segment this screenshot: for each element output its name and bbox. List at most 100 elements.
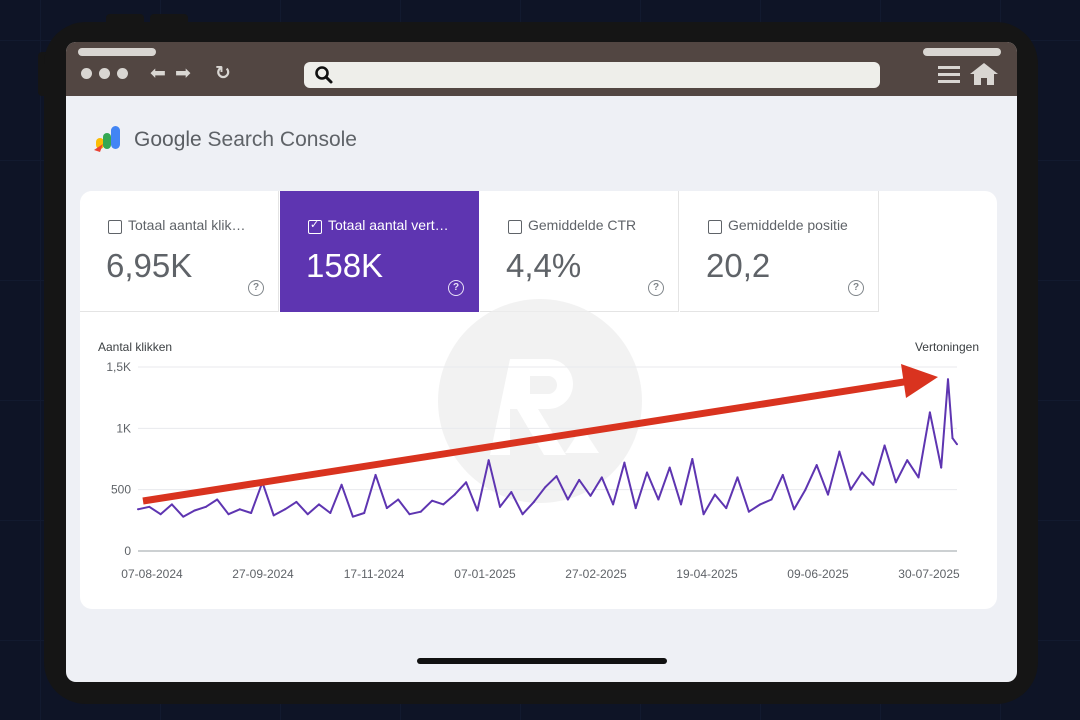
- data-point: [736, 476, 739, 479]
- data-point: [272, 514, 275, 517]
- metric-average-position[interactable]: Gemiddelde positie 20,2 ?: [680, 191, 879, 312]
- data-point: [623, 461, 626, 464]
- metric-value: 20,2: [706, 247, 771, 284]
- x-tick-label: 27-09-2024: [232, 567, 294, 581]
- data-point: [679, 503, 682, 506]
- toolbar-decoration: [78, 48, 156, 56]
- trend-arrow-annotation: [142, 364, 938, 505]
- data-point: [906, 459, 909, 462]
- search-console-logo-icon: [94, 126, 120, 152]
- x-tick-label: 19-04-2025: [676, 567, 738, 581]
- tablet-screen: ⬅ ➡ ↻ Google Search Console Totaal aanta: [66, 42, 1017, 682]
- data-point: [487, 459, 490, 462]
- data-point: [465, 481, 468, 484]
- window-dot-icon: [81, 68, 92, 79]
- metric-label: Totaal aantal klik…: [128, 217, 246, 233]
- data-point: [600, 476, 603, 479]
- data-point: [793, 508, 796, 511]
- search-icon: [315, 66, 333, 84]
- data-point: [363, 511, 366, 514]
- metric-value: 6,95K: [106, 247, 193, 284]
- data-point: [419, 510, 422, 513]
- performance-card: Totaal aantal klik… 6,95K ? ✓ Totaal aan…: [80, 191, 997, 609]
- data-point: [317, 503, 320, 506]
- data-point: [928, 411, 931, 414]
- metric-average-ctr[interactable]: Gemiddelde CTR 4,4% ?: [480, 191, 679, 312]
- data-point: [691, 458, 694, 460]
- data-point: [159, 513, 162, 516]
- data-point: [578, 478, 581, 481]
- data-point: [646, 471, 649, 474]
- data-point: [453, 493, 456, 496]
- metric-label: Totaal aantal vert…: [328, 217, 449, 233]
- home-indicator[interactable]: [417, 658, 667, 664]
- data-point: [284, 508, 287, 511]
- checkbox[interactable]: [508, 220, 522, 234]
- data-point: [193, 509, 196, 512]
- data-point: [306, 513, 309, 516]
- y-tick-label: 0: [124, 544, 131, 558]
- data-point: [137, 508, 139, 511]
- y-tick-label: 500: [111, 483, 131, 497]
- data-point: [521, 513, 524, 516]
- product-name: Google Search Console: [134, 128, 357, 151]
- data-point: [747, 510, 750, 513]
- browser-toolbar: ⬅ ➡ ↻: [66, 42, 1017, 96]
- data-point: [510, 491, 513, 494]
- checkbox[interactable]: [708, 220, 722, 234]
- data-point: [759, 503, 762, 506]
- data-point: [702, 513, 705, 516]
- y-tick-label: 1,5K: [106, 360, 131, 374]
- data-point: [216, 498, 219, 501]
- data-point: [657, 498, 660, 501]
- metric-total-impressions[interactable]: ✓ Totaal aantal vert… 158K ?: [280, 191, 479, 312]
- x-tick-label: 07-01-2025: [454, 567, 516, 581]
- data-point: [781, 473, 784, 476]
- data-point: [250, 511, 253, 514]
- checkbox[interactable]: ✓: [308, 218, 322, 234]
- y-axis-right-title: Vertoningen: [914, 340, 979, 354]
- data-point: [725, 507, 728, 510]
- menu-icon[interactable]: [938, 66, 960, 84]
- data-point: [385, 507, 388, 510]
- watermark-logo: [438, 299, 642, 503]
- data-point: [295, 500, 298, 503]
- data-point: [770, 498, 773, 501]
- data-point: [498, 505, 501, 508]
- address-bar[interactable]: [304, 62, 880, 88]
- data-point: [946, 378, 949, 381]
- x-tick-label: 27-02-2025: [565, 567, 627, 581]
- help-icon[interactable]: ?: [448, 280, 464, 296]
- data-point: [544, 486, 547, 489]
- data-point: [589, 494, 592, 497]
- reload-icon[interactable]: ↻: [215, 62, 231, 84]
- data-point: [329, 511, 332, 514]
- x-tick-label: 30-07-2025: [898, 567, 960, 581]
- data-point: [894, 481, 897, 484]
- y-tick-label: 1K: [116, 421, 131, 435]
- data-point: [170, 503, 173, 506]
- data-point: [917, 476, 920, 479]
- toolbar-decoration: [923, 48, 1001, 56]
- back-arrow-icon[interactable]: ⬅: [150, 62, 166, 84]
- metric-total-clicks[interactable]: Totaal aantal klik… 6,95K ?: [80, 191, 279, 312]
- data-point: [815, 464, 818, 467]
- data-point: [713, 493, 716, 496]
- data-point: [532, 500, 535, 503]
- home-icon[interactable]: [970, 63, 998, 85]
- data-point: [634, 507, 637, 510]
- data-point: [555, 475, 558, 478]
- checkbox[interactable]: [108, 220, 122, 234]
- help-icon[interactable]: ?: [648, 280, 664, 296]
- performance-chart: 0 500 1K 1,5K 07-08-2024 27-09-2024 17-11-202…: [106, 299, 960, 581]
- data-point: [849, 488, 852, 491]
- data-point: [148, 505, 151, 508]
- data-point: [612, 503, 615, 506]
- help-icon[interactable]: ?: [248, 280, 264, 296]
- window-dot-icon: [99, 68, 110, 79]
- data-point: [431, 499, 434, 502]
- data-point: [872, 483, 875, 486]
- y-axis-left-title: Aantal klikken: [98, 340, 173, 354]
- forward-arrow-icon[interactable]: ➡: [175, 62, 191, 84]
- help-icon[interactable]: ?: [848, 280, 864, 296]
